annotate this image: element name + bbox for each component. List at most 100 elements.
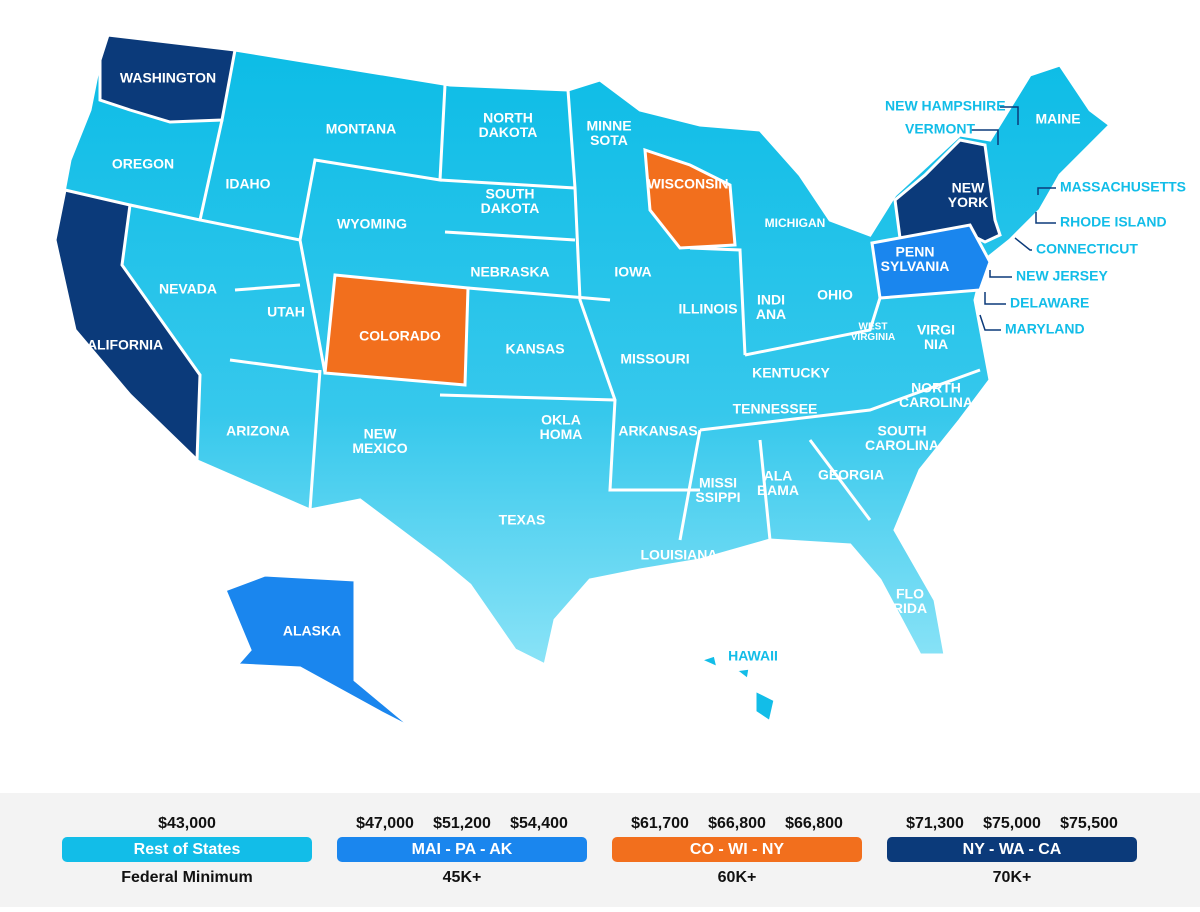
- state-label: PENN: [896, 243, 935, 259]
- state-label: MISSOURI: [620, 351, 689, 367]
- highlighted-region: [643, 147, 737, 250]
- highlighted-region: [695, 653, 721, 671]
- state-label: NEBRASKA: [470, 264, 549, 280]
- state-label: MICHIGAN: [765, 216, 826, 230]
- legend-value: $61,700: [631, 815, 689, 832]
- callout-label: MASSACHUSETTS: [1060, 179, 1186, 195]
- state-label: WISCONSIN: [648, 176, 729, 192]
- state-label: ILLINOIS: [678, 301, 737, 317]
- callout-label: DELAWARE: [1010, 295, 1089, 311]
- legend-label: CO - WI - NY: [690, 841, 785, 858]
- legend-swatch: [612, 837, 862, 862]
- state-label: SOUTH: [486, 185, 535, 201]
- state-label: ALASKA: [283, 623, 341, 639]
- state-label: WYOMING: [337, 216, 407, 232]
- legend-swatch: [887, 837, 1137, 862]
- state-label: VIRGINIA: [851, 332, 895, 343]
- state-label: FLO: [896, 585, 924, 601]
- state-label: CAROLINA: [865, 437, 939, 453]
- callout-leader: [979, 314, 1001, 331]
- state-label: YORK: [948, 194, 988, 210]
- us-outline: [53, 33, 1113, 668]
- callout-label: VERMONT: [905, 121, 975, 137]
- state-label: HAWAII: [728, 648, 778, 664]
- legend-value: $47,000: [356, 815, 414, 832]
- state-label: BAMA: [757, 482, 799, 498]
- callout-leader: [989, 270, 1012, 278]
- callout-leader: [1037, 187, 1056, 195]
- state-label: MINNE: [586, 117, 631, 133]
- legend-value: $71,300: [906, 815, 964, 832]
- callout-label: CONNECTICUT: [1036, 241, 1138, 257]
- state-label: NEW: [952, 179, 985, 195]
- legend-caption: 45K+: [443, 869, 482, 886]
- state-label: UTAH: [267, 304, 305, 320]
- state-label: WASHINGTON: [120, 70, 216, 86]
- state-label: RIDA: [893, 600, 927, 616]
- legend-caption: Federal Minimum: [121, 869, 253, 886]
- callout-leader: [984, 292, 1006, 305]
- legend-label: NY - WA - CA: [963, 841, 1062, 858]
- legend-value: $43,000: [158, 815, 216, 832]
- state-label: IOWA: [614, 264, 651, 280]
- state-label: MAINE: [1035, 111, 1080, 127]
- state-label: KANSAS: [505, 341, 564, 357]
- state-label: DAKOTA: [481, 200, 540, 216]
- state-label: GEORGIA: [818, 467, 884, 483]
- callout-label: RHODE ISLAND: [1060, 214, 1167, 230]
- state-label: OREGON: [112, 156, 174, 172]
- state-label: OHIO: [817, 287, 853, 303]
- state-label: NIA: [924, 336, 948, 352]
- state-label: ALA: [764, 467, 793, 483]
- callout-leader: [1035, 212, 1056, 224]
- highlighted-region: [753, 687, 777, 725]
- callout-leader: [1014, 237, 1032, 251]
- state-label: TENNESSEE: [733, 401, 818, 417]
- state-label: CALIFORNIA: [77, 337, 163, 353]
- highlighted-region: [870, 223, 992, 300]
- state-label: ARKANSAS: [618, 423, 697, 439]
- state-label: MISSI: [699, 474, 737, 490]
- state-label: MONTANA: [326, 121, 397, 137]
- state-label: ANA: [756, 306, 786, 322]
- highlighted-region: [53, 188, 202, 464]
- highlighted-region: [731, 666, 752, 683]
- highlighted-region: [323, 273, 470, 387]
- state-label: LOUISIANA: [641, 547, 718, 563]
- state-label: INDI: [757, 291, 785, 307]
- legend-value: $66,800: [785, 815, 843, 832]
- state-label: SYLVANIA: [881, 258, 950, 274]
- callout-label: NEW JERSEY: [1016, 268, 1108, 284]
- state-label: NORTH: [483, 109, 533, 125]
- state-label: COLORADO: [359, 328, 441, 344]
- state-label: ARIZONA: [226, 423, 290, 439]
- callout-leader: [971, 129, 999, 145]
- callout-label: MARYLAND: [1005, 321, 1085, 337]
- state-label: SOUTH: [878, 422, 927, 438]
- state-label: MEXICO: [352, 440, 407, 456]
- state-label: NEVADA: [159, 281, 217, 297]
- highlighted-region: [190, 573, 416, 732]
- legend-value: $75,000: [983, 815, 1041, 832]
- legend-value: $75,500: [1060, 815, 1118, 832]
- state-label: VIRGI: [917, 321, 955, 337]
- legend-value: $66,800: [708, 815, 766, 832]
- state-label: CAROLINA: [899, 394, 973, 410]
- state-label: SSIPPI: [695, 489, 740, 505]
- state-borders: [129, 84, 981, 541]
- legend-swatch: [62, 837, 312, 862]
- state-label: WEST: [859, 321, 888, 332]
- state-label: NORTH: [911, 379, 961, 395]
- state-label: NEW: [364, 425, 397, 441]
- legend-value: $54,400: [510, 815, 568, 832]
- legend-label: Rest of States: [134, 841, 241, 858]
- legend-swatch: [337, 837, 587, 862]
- callout-leader: [1000, 106, 1019, 125]
- state-label: IDAHO: [225, 176, 270, 192]
- state-label: HOMA: [540, 426, 583, 442]
- legend-caption: 60K+: [718, 869, 757, 886]
- legend-label: MAI - PA - AK: [412, 841, 513, 858]
- state-label: OKLA: [541, 411, 581, 427]
